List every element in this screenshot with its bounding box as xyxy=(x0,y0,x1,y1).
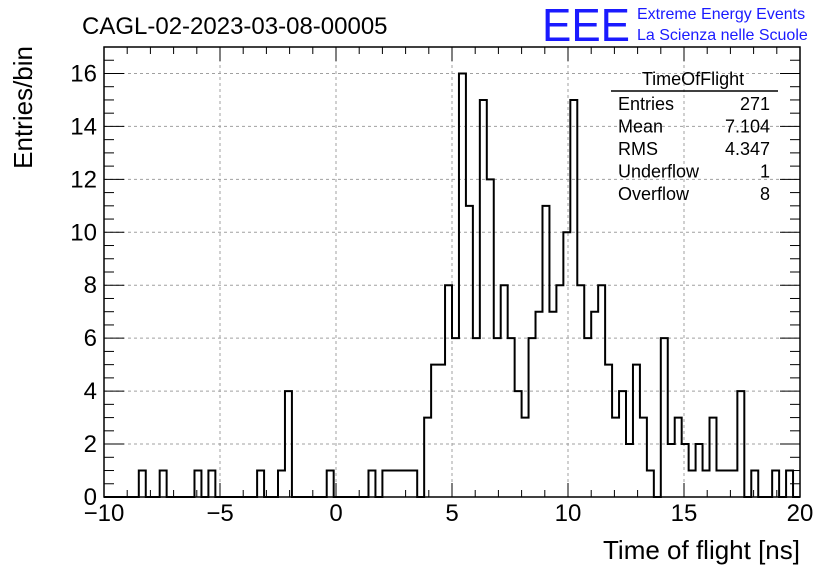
stats-box: TimeOfFlight Entries 271 Mean 7.104 RMS 4.347… xyxy=(611,69,778,204)
x-tick-labels: −10 −5 0 5 10 15 20 xyxy=(84,500,814,527)
stats-value: 271 xyxy=(740,94,770,114)
stats-value: 8 xyxy=(760,184,770,204)
x-axis-label: Time of flight [ns] xyxy=(603,535,800,565)
grid-lines xyxy=(104,47,800,497)
y-tick-label: 16 xyxy=(70,60,97,87)
y-tick-labels: 0 2 4 6 8 10 12 14 16 xyxy=(70,60,97,511)
y-tick-label: 14 xyxy=(70,113,97,140)
stats-label: Underflow xyxy=(618,162,700,182)
y-tick-label: 10 xyxy=(70,219,97,246)
x-tick-label: 15 xyxy=(671,500,698,527)
eee-logo-line1: Extreme Energy Events xyxy=(637,6,805,23)
stats-value: 4.347 xyxy=(725,139,770,159)
stats-label: Entries xyxy=(618,94,674,114)
y-tick-label: 8 xyxy=(84,272,97,299)
eee-logo-line2: La Scienza nelle Scuole xyxy=(637,27,808,44)
x-tick-label: 20 xyxy=(787,500,814,527)
y-tick-label: 0 xyxy=(84,484,97,511)
eee-logo-mark: EEE xyxy=(542,0,630,51)
stats-label: Overflow xyxy=(618,184,690,204)
stats-value: 7.104 xyxy=(725,117,770,137)
x-tick-label: 5 xyxy=(445,500,458,527)
x-tick-label: −5 xyxy=(206,500,233,527)
y-tick-label: 4 xyxy=(84,378,97,405)
y-tick-label: 6 xyxy=(84,325,97,352)
x-tick-label: −10 xyxy=(84,500,125,527)
stats-label: Mean xyxy=(618,117,663,137)
chart-title: CAGL-02-2023-03-08-00005 xyxy=(82,13,388,40)
y-axis-label: Entries/bin xyxy=(8,46,38,169)
axis-ticks xyxy=(103,46,801,498)
stats-label: RMS xyxy=(618,139,658,159)
x-tick-label: 0 xyxy=(329,500,342,527)
y-tick-label: 12 xyxy=(70,166,97,193)
stats-title: TimeOfFlight xyxy=(642,69,744,89)
stats-value: 1 xyxy=(760,162,770,182)
y-tick-label: 2 xyxy=(84,431,97,458)
x-tick-label: 10 xyxy=(555,500,582,527)
stats-rows: Entries 271 Mean 7.104 RMS 4.347 Underflow 1 Ove… xyxy=(618,94,770,204)
